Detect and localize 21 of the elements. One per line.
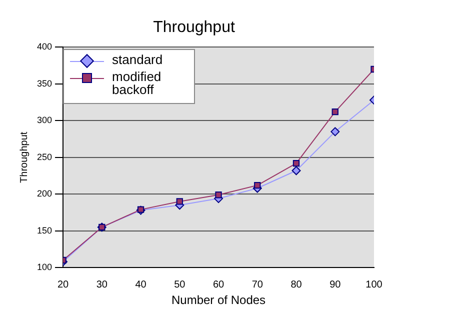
x-tick-label: 100 [366,279,383,290]
y-tick-label: 300 [36,115,52,126]
x-tick-label: 90 [330,279,342,290]
y-tick-label: 250 [36,152,52,162]
x-tick-label: 60 [212,279,225,290]
y-tick-label: 400 [36,42,52,52]
x-tick-label: 70 [252,279,264,290]
y-tick-label: 200 [36,188,52,199]
x-tick-label: 30 [96,279,108,290]
x-tick-label: 20 [57,279,70,290]
y-tick-label: 350 [36,78,52,88]
y-axis-title: Throughput [18,132,30,183]
legend-label: modified backoff [112,69,162,98]
x-tick-label: 40 [135,279,147,290]
y-tick-label: 150 [36,225,52,236]
legend-label: standard [112,52,164,68]
x-axis-title: Number of Nodes [171,293,266,308]
y-tick-label: 100 [36,262,52,272]
x-tick-label: 50 [174,279,186,290]
chart-title: Throughput [153,19,236,36]
x-tick-label: 80 [290,279,302,290]
